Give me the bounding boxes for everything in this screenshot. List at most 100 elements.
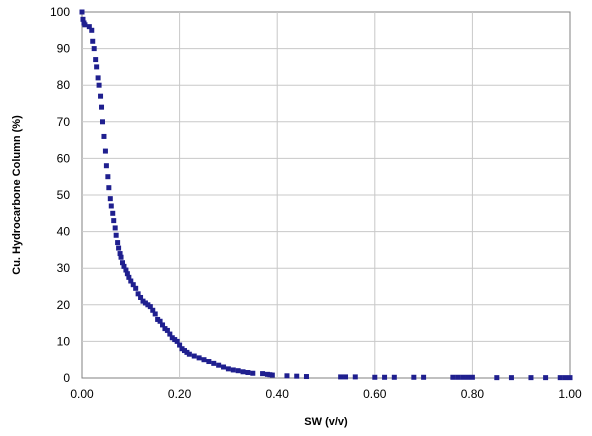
data-point [152,311,158,317]
y-axis-title: Cu. Hydrocarbone Column (%) [11,115,23,275]
data-point [245,370,251,376]
data-point [93,57,99,63]
y-tick-label: 90 [57,42,71,56]
y-tick-label: 50 [57,188,71,202]
x-tick-label: 1.00 [558,387,582,401]
data-point [82,22,88,28]
data-point [230,367,236,373]
data-point [177,342,183,348]
data-point [80,16,86,22]
y-gridlines [82,48,570,342]
data-point [382,374,388,380]
y-tick-label: 30 [57,261,71,275]
data-point [96,82,102,88]
data-point [465,374,471,380]
data-point [90,38,96,44]
y-tick-label: 60 [57,151,71,165]
data-point [460,374,466,380]
data-point [225,366,231,372]
data-point [221,364,227,370]
data-point [79,9,85,15]
data-point [284,373,290,379]
data-point [352,374,358,380]
data-point [186,351,192,357]
data-point [174,338,180,344]
data-point [269,372,275,378]
data-point [147,304,153,310]
data-point [102,148,108,154]
data-point [108,203,114,209]
y-tick-label: 0 [63,371,70,385]
data-point [216,362,222,368]
data-point [562,375,568,381]
data-point [421,374,427,380]
data-point [157,318,163,324]
data-point [260,371,266,377]
data-point [95,75,101,81]
data-point [106,185,112,191]
y-tick-label: 20 [57,298,71,312]
data-point [117,251,123,257]
data-point [86,24,92,30]
x-tick-label: 0.20 [168,387,192,401]
data-point [130,282,136,288]
data-point [126,274,132,280]
data-point [567,375,573,381]
data-point [557,375,563,381]
data-point [206,359,212,365]
data-point [455,374,461,380]
data-point [99,119,105,125]
data-point [343,374,349,380]
y-tick-labels: 0 10 20 30 40 50 60 70 80 90 100 [50,5,70,385]
data-point [115,240,121,246]
data-point [294,373,300,379]
data-point [128,278,134,284]
data-point [240,369,246,375]
x-axis-title: SW (v/v) [304,416,348,428]
data-point [508,375,514,381]
data-point [494,375,500,381]
y-tick-label: 70 [57,115,71,129]
data-point [121,263,127,269]
data-point [107,196,113,202]
y-tick-label: 100 [50,5,70,19]
data-points [79,9,573,381]
data-point [99,104,105,110]
data-point [120,260,126,266]
data-point [105,174,111,180]
x-tick-label: 0.00 [70,387,94,401]
data-point [101,133,107,139]
data-point [150,307,156,313]
y-tick-label: 40 [57,225,71,239]
data-point [391,374,397,380]
x-tick-labels: 0.00 0.20 0.40 0.60 0.80 1.00 [70,387,582,401]
data-point [372,374,378,380]
data-point [235,368,241,374]
data-point [111,218,117,224]
data-point [91,46,97,52]
data-point [124,271,130,277]
y-tick-label: 10 [57,334,71,348]
data-point [116,245,122,251]
data-point [135,291,141,297]
data-point [303,374,309,380]
data-point [191,353,197,359]
data-point [167,331,173,337]
x-tick-label: 0.40 [266,387,290,401]
data-point [94,64,100,70]
data-point [250,370,256,376]
data-point [196,355,202,361]
data-point [411,374,417,380]
x-tick-label: 0.60 [363,387,387,401]
data-point [469,374,475,380]
y-tick-label: 80 [57,78,71,92]
data-point [543,375,549,381]
data-point [110,210,116,216]
data-point [450,374,456,380]
data-point [164,327,170,333]
data-point [118,254,124,260]
data-point [123,267,129,273]
data-point [160,322,166,328]
data-point [112,225,118,231]
